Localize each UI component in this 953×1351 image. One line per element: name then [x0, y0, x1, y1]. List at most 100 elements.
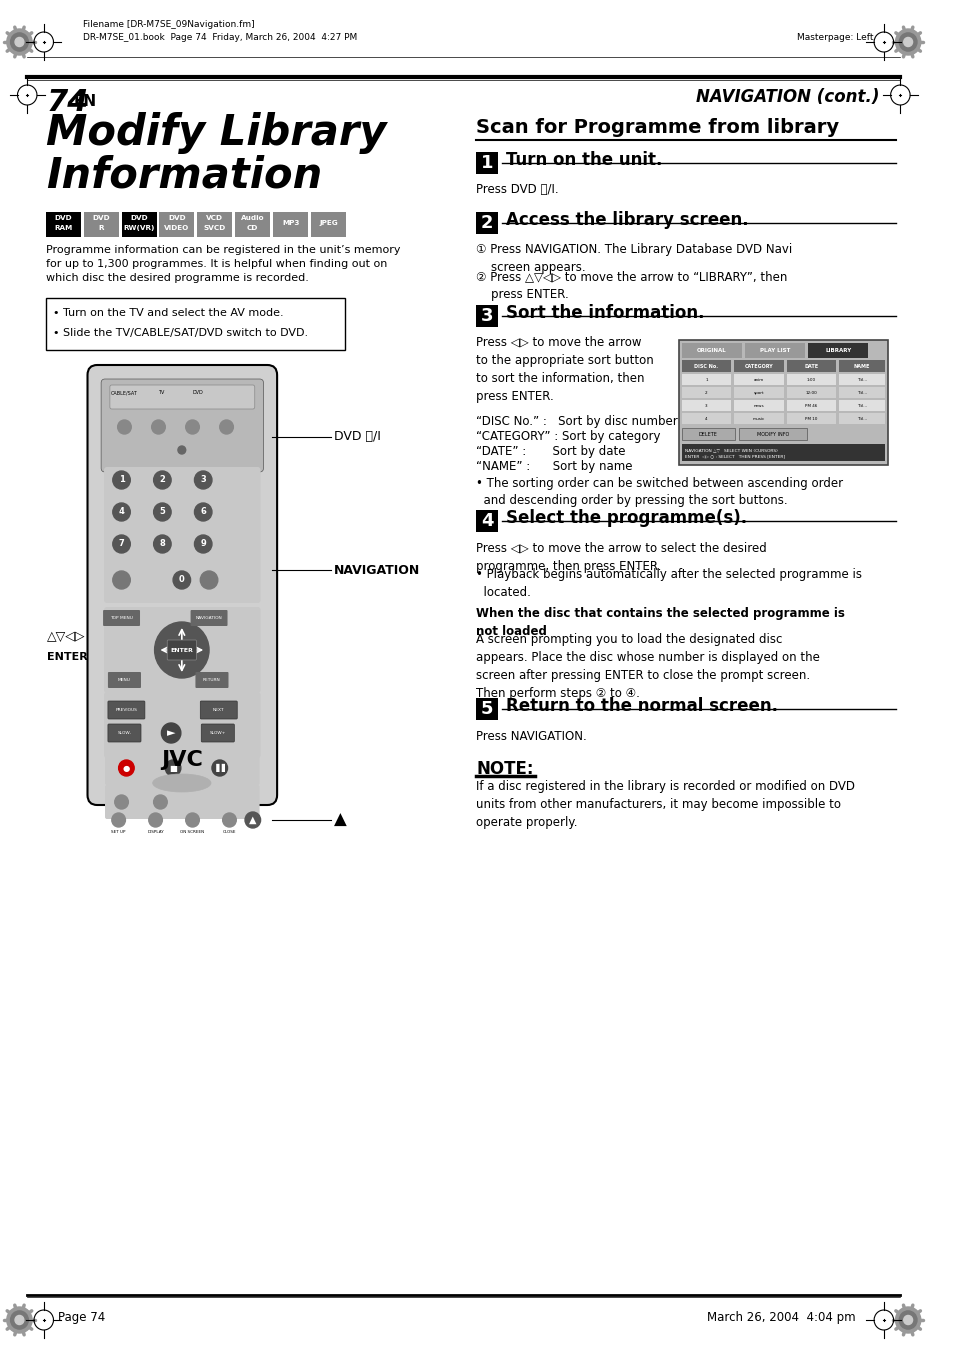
Circle shape — [219, 420, 233, 434]
Text: 1:00: 1:00 — [806, 378, 815, 382]
Text: Titl...: Titl... — [856, 390, 866, 394]
Circle shape — [152, 420, 165, 434]
Text: 2: 2 — [704, 390, 707, 394]
FancyBboxPatch shape — [786, 374, 836, 385]
Circle shape — [194, 471, 212, 489]
Circle shape — [153, 794, 167, 809]
Circle shape — [112, 535, 131, 553]
Circle shape — [112, 813, 125, 827]
Text: When the disc that contains the selected programme is
not loaded: When the disc that contains the selected… — [476, 607, 844, 638]
FancyBboxPatch shape — [191, 611, 227, 626]
Text: △▽◁▷: △▽◁▷ — [47, 631, 85, 643]
FancyBboxPatch shape — [680, 444, 883, 461]
Text: ① Press NAVIGATION. The Library Database DVD Navi
    screen appears.: ① Press NAVIGATION. The Library Database… — [476, 243, 792, 274]
Text: “CATEGORY” : Sort by category: “CATEGORY” : Sort by category — [476, 430, 660, 443]
FancyBboxPatch shape — [476, 509, 497, 532]
FancyBboxPatch shape — [200, 701, 237, 719]
Text: ORIGINAL: ORIGINAL — [696, 349, 726, 353]
Text: 4: 4 — [704, 417, 707, 422]
FancyBboxPatch shape — [734, 413, 782, 424]
Text: NAVIGATION: NAVIGATION — [195, 616, 222, 620]
Circle shape — [186, 420, 199, 434]
Circle shape — [153, 503, 171, 521]
FancyBboxPatch shape — [167, 640, 196, 661]
Circle shape — [212, 761, 227, 775]
Text: PREVIOUS: PREVIOUS — [115, 708, 137, 712]
Text: ENTER: ENTER — [47, 653, 88, 662]
FancyBboxPatch shape — [110, 385, 254, 409]
Text: R: R — [98, 226, 104, 231]
Circle shape — [114, 794, 129, 809]
Text: DVD: DVD — [168, 215, 186, 222]
FancyBboxPatch shape — [103, 611, 140, 626]
Text: 6: 6 — [200, 508, 206, 516]
Text: ON SCREEN: ON SCREEN — [180, 830, 204, 834]
Circle shape — [186, 813, 199, 827]
Text: LIBRARY: LIBRARY — [824, 349, 850, 353]
FancyBboxPatch shape — [84, 212, 118, 236]
Text: DVD: DVD — [54, 215, 71, 222]
Text: Turn on the unit.: Turn on the unit. — [505, 151, 661, 169]
Text: Information: Information — [46, 155, 321, 197]
Text: NAVIGATION: NAVIGATION — [334, 563, 419, 577]
Text: Access the library screen.: Access the library screen. — [505, 211, 747, 230]
FancyBboxPatch shape — [273, 212, 308, 236]
Circle shape — [172, 571, 191, 589]
Circle shape — [112, 471, 131, 489]
FancyBboxPatch shape — [104, 467, 260, 603]
FancyBboxPatch shape — [786, 413, 836, 424]
FancyBboxPatch shape — [159, 212, 194, 236]
Text: DATE: DATE — [803, 363, 818, 369]
FancyBboxPatch shape — [839, 400, 883, 411]
Text: Audio: Audio — [241, 215, 264, 222]
Circle shape — [15, 1316, 24, 1324]
Text: Scan for Programme from library: Scan for Programme from library — [476, 118, 839, 136]
Circle shape — [899, 32, 916, 51]
FancyBboxPatch shape — [680, 386, 730, 399]
Circle shape — [899, 1310, 916, 1329]
Text: • Turn on the TV and select the AV mode.: • Turn on the TV and select the AV mode. — [53, 308, 284, 317]
Circle shape — [222, 813, 236, 827]
Text: Sort the information.: Sort the information. — [505, 304, 703, 322]
Text: Press DVD ⏻/I.: Press DVD ⏻/I. — [476, 182, 558, 196]
FancyBboxPatch shape — [121, 212, 156, 236]
FancyBboxPatch shape — [235, 212, 270, 236]
Text: 0: 0 — [179, 576, 185, 585]
Text: Return to the normal screen.: Return to the normal screen. — [505, 697, 777, 715]
Text: Press ◁▷ to move the arrow to select the desired
programme, then press ENTER.: Press ◁▷ to move the arrow to select the… — [476, 542, 766, 573]
Text: 3: 3 — [200, 476, 206, 485]
FancyBboxPatch shape — [476, 212, 497, 234]
Text: 2: 2 — [480, 213, 493, 232]
Text: DVD: DVD — [193, 390, 204, 396]
FancyBboxPatch shape — [197, 212, 233, 236]
Circle shape — [165, 761, 181, 775]
Text: Titl...: Titl... — [856, 404, 866, 408]
Ellipse shape — [152, 774, 211, 792]
Circle shape — [118, 761, 134, 775]
Circle shape — [112, 503, 131, 521]
FancyBboxPatch shape — [104, 607, 260, 693]
Text: Masterpage: Left: Masterpage: Left — [797, 32, 873, 42]
FancyBboxPatch shape — [678, 340, 887, 465]
Text: SET UP: SET UP — [112, 830, 126, 834]
Text: NAVIGATION △▽   SELECT WEN (CURSORS): NAVIGATION △▽ SELECT WEN (CURSORS) — [684, 449, 777, 453]
Text: 9: 9 — [200, 539, 206, 549]
Circle shape — [194, 535, 212, 553]
FancyBboxPatch shape — [88, 365, 276, 805]
Text: NAME: NAME — [853, 363, 869, 369]
Circle shape — [153, 471, 171, 489]
Text: JPEG: JPEG — [319, 220, 337, 226]
FancyBboxPatch shape — [734, 386, 782, 399]
Text: Programme information can be registered in the unit’s memory
for up to 1,300 pro: Programme information can be registered … — [46, 245, 399, 282]
Circle shape — [895, 1306, 920, 1333]
FancyBboxPatch shape — [839, 374, 883, 385]
FancyBboxPatch shape — [46, 212, 81, 236]
Text: RAM: RAM — [54, 226, 72, 231]
Text: ▐▐: ▐▐ — [213, 763, 226, 773]
FancyBboxPatch shape — [739, 428, 806, 440]
Circle shape — [200, 571, 217, 589]
Text: ② Press △▽◁▷ to move the arrow to “LIBRARY”, then
    press ENTER.: ② Press △▽◁▷ to move the arrow to “LIBRA… — [476, 270, 787, 301]
Circle shape — [153, 535, 171, 553]
Text: ►: ► — [167, 728, 175, 738]
Text: Page 74: Page 74 — [58, 1312, 106, 1324]
